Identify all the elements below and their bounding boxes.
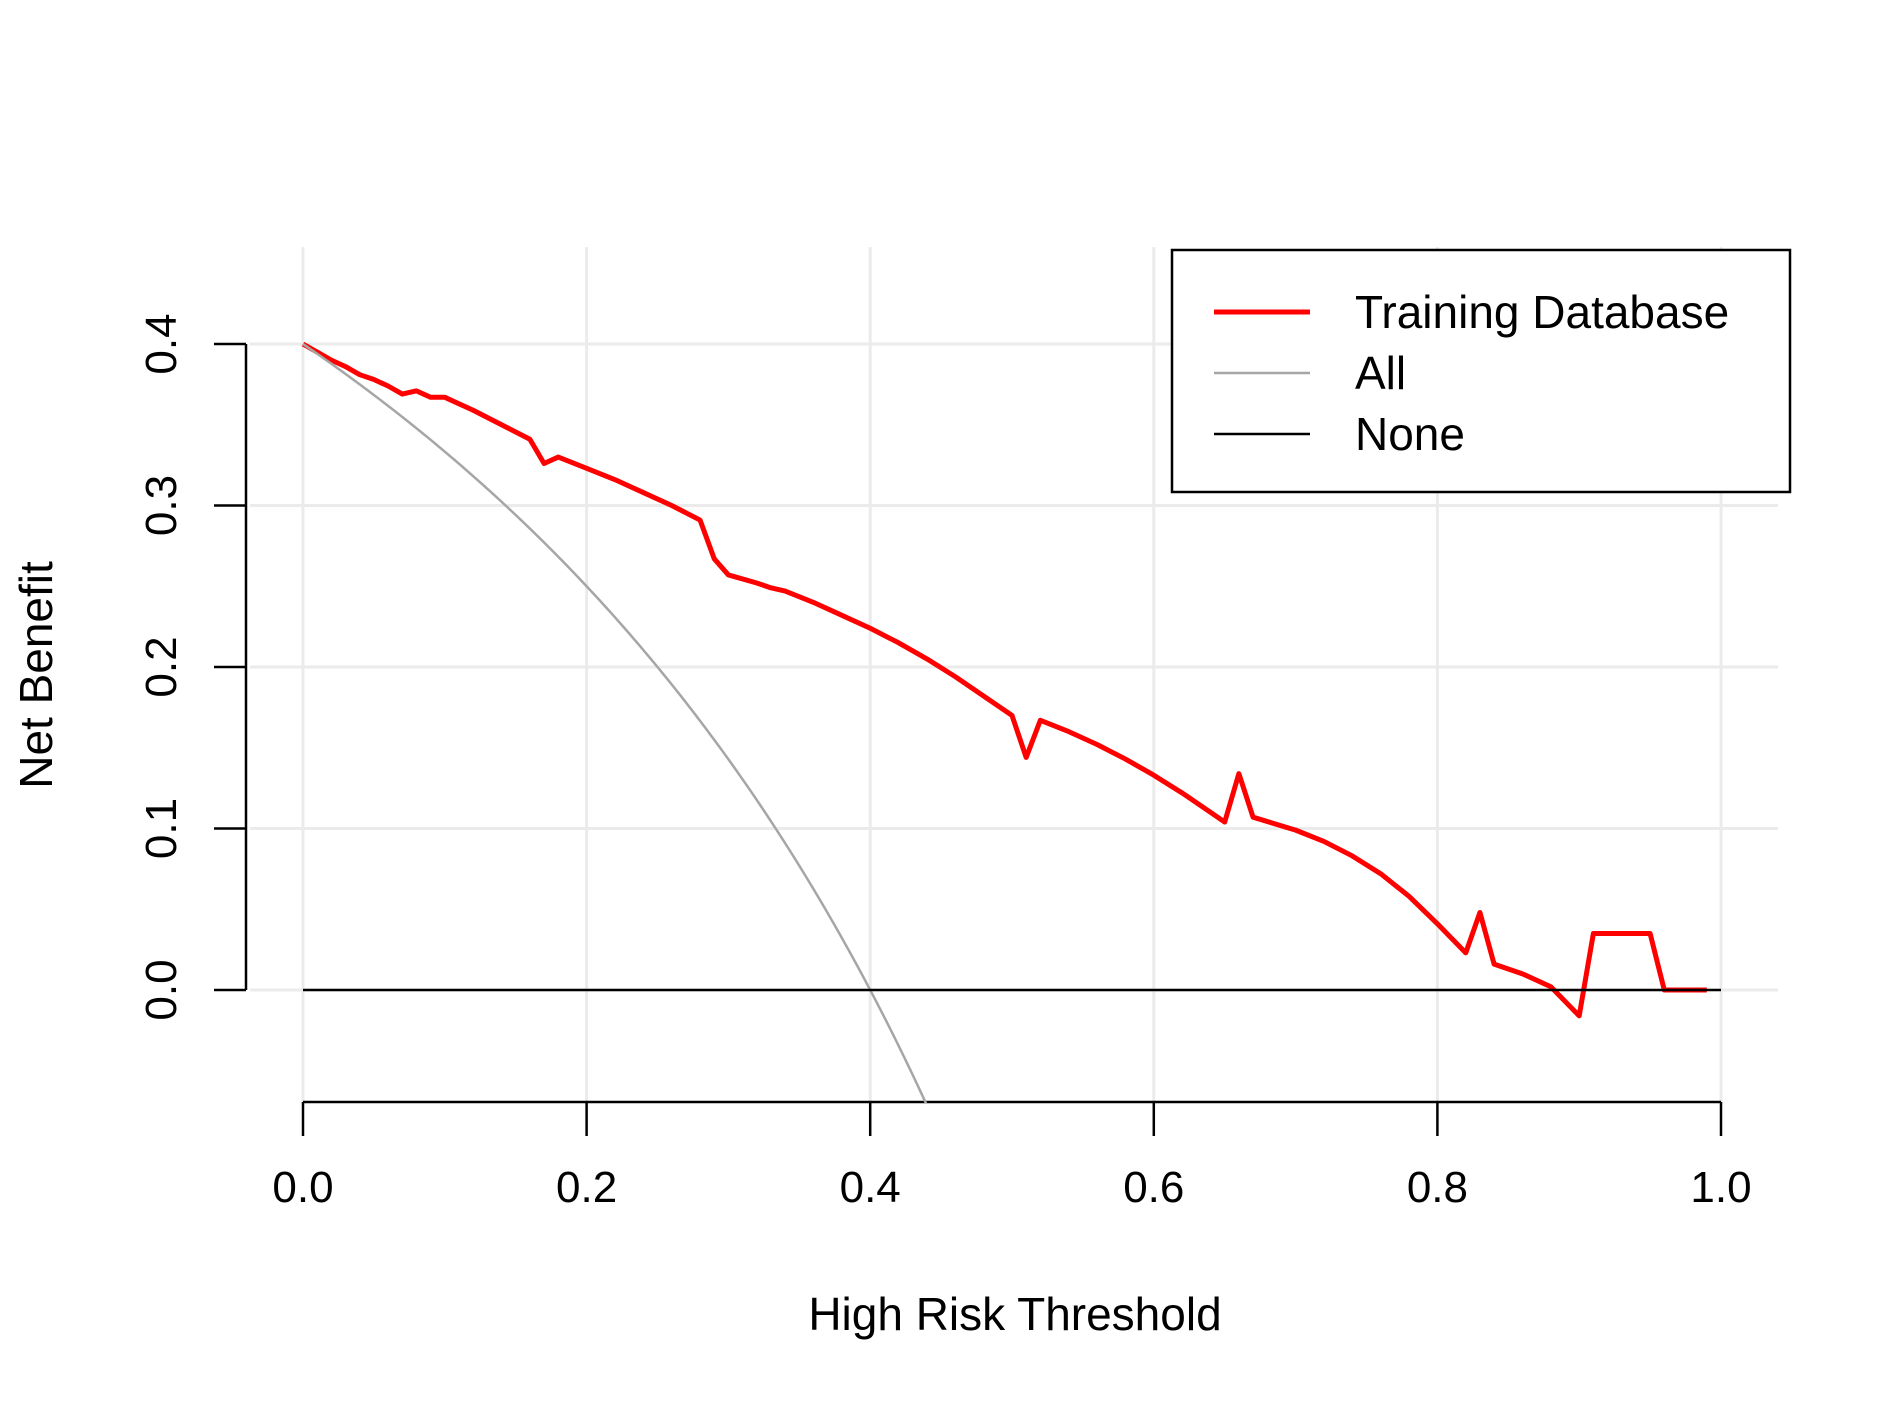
x-tick-label: 0.4	[840, 1163, 901, 1212]
x-tick-label: 1.0	[1690, 1163, 1751, 1212]
x-tick-label: 0.0	[272, 1163, 333, 1212]
y-tick-label: 0.2	[137, 636, 186, 697]
x-tick-label: 0.2	[556, 1163, 617, 1212]
legend-label: None	[1355, 408, 1465, 460]
legend-box	[1170, 248, 1792, 494]
y-tick-label: 0.4	[137, 313, 186, 374]
legend-label: Training Database	[1355, 286, 1729, 338]
x-tick-label: 0.8	[1407, 1163, 1468, 1212]
axes: 0.0 0.2 0.4 0.6 0.8 1.0 0.0 0.1 0.2 0.3 0.4	[137, 313, 1752, 1212]
x-axis-title: High Risk Threshold	[808, 1288, 1221, 1340]
y-tick-label: 0.3	[137, 475, 186, 536]
y-axis-title: Net Benefit	[10, 561, 62, 789]
legend-label: All	[1355, 347, 1406, 399]
y-tick-label: 0.0	[137, 959, 186, 1020]
series-training-line	[301, 341, 1707, 1019]
x-tick-label: 0.6	[1123, 1163, 1184, 1212]
legend: Training Database All None	[1170, 248, 1792, 494]
series-lines	[301, 341, 1721, 1104]
clipped-series	[301, 341, 1721, 1104]
y-tick-label: 0.1	[137, 798, 186, 859]
series-all-line	[302, 342, 928, 1104]
